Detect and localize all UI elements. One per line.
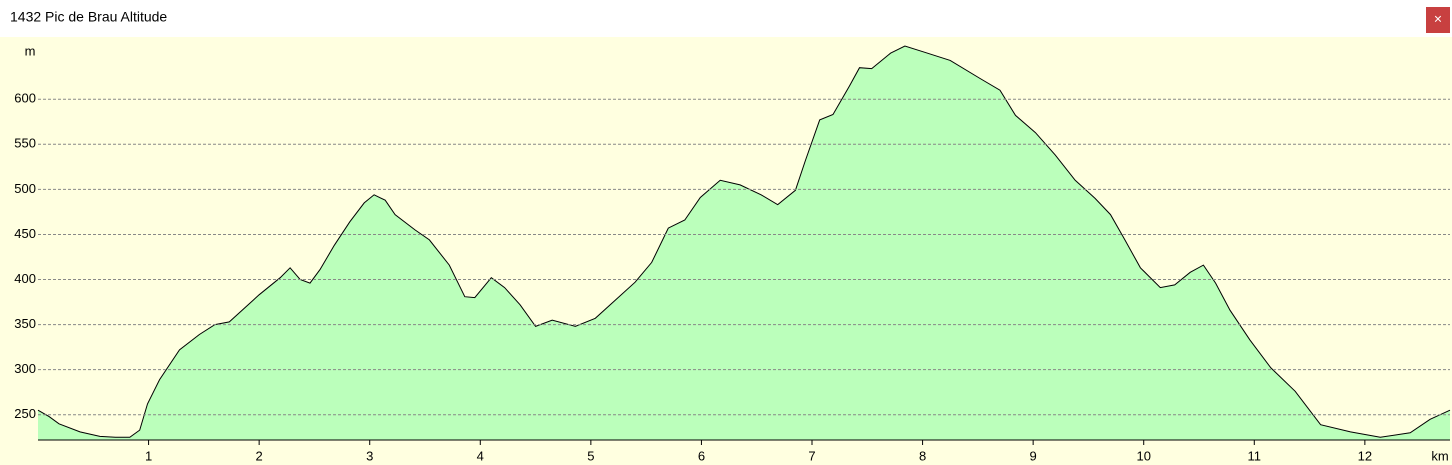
chart-title: 1432 Pic de Brau Altitude: [10, 9, 167, 25]
close-button[interactable]: [1426, 7, 1450, 33]
x-tick-label: 7: [808, 448, 815, 463]
y-tick-label: 350: [14, 316, 36, 331]
y-tick-label: 450: [14, 226, 36, 241]
y-axis-label: m: [25, 43, 36, 58]
altitude-line: [37, 45, 1451, 438]
y-tick-label: 400: [14, 271, 36, 286]
area-fill: [38, 46, 1450, 440]
x-tick-label: 2: [256, 448, 263, 463]
x-tick-label: 3: [366, 448, 373, 463]
x-tick-label: 10: [1136, 448, 1150, 463]
x-tick-label: 8: [919, 448, 926, 463]
y-tick-label: 550: [14, 136, 36, 151]
x-tick-label: 6: [698, 448, 705, 463]
y-tick-label: 600: [14, 91, 36, 106]
close-icon[interactable]: ×: [1434, 11, 1442, 27]
y-tick-label: 250: [14, 406, 36, 421]
x-tick-label: 4: [477, 448, 484, 463]
x-axis-label: km: [1431, 448, 1448, 463]
x-tick-label: 5: [587, 448, 594, 463]
y-tick-label: 500: [14, 181, 36, 196]
x-tick-label: 12: [1358, 448, 1372, 463]
y-tick-label: 300: [14, 361, 36, 376]
x-tick-label: 1: [145, 448, 152, 463]
x-tick-label: 11: [1248, 448, 1262, 463]
x-tick-label: 9: [1030, 448, 1037, 463]
